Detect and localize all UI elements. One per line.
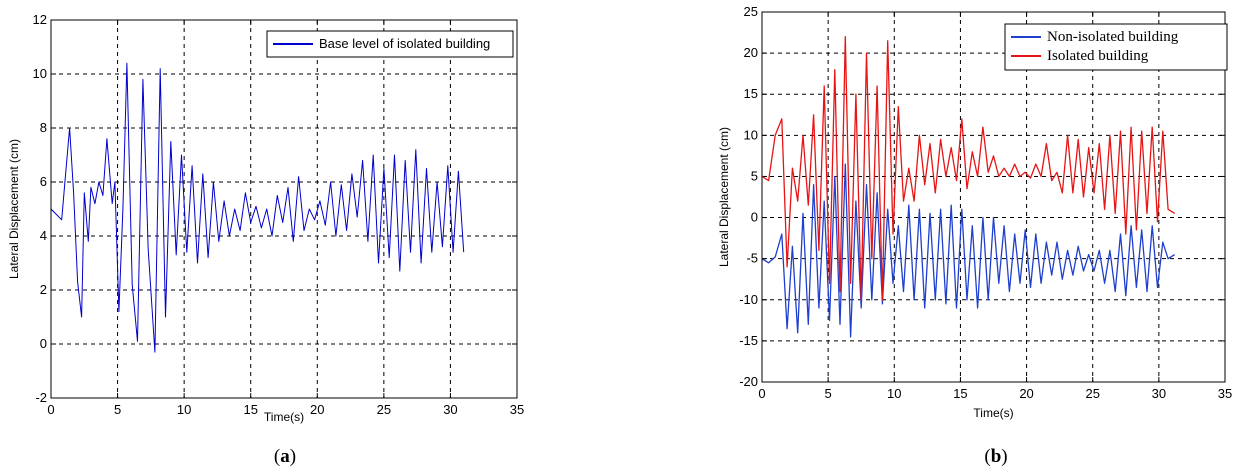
chart-panel-b: 0 5 10 15 20 25 30 35 -20 -15 -10 -5 0 5 10 15 20 25 Non-i… [717, 4, 1232, 467]
y-tick-label: 20 [744, 45, 758, 60]
y-tick-label: 10 [33, 66, 47, 81]
x-tick-label: 10 [177, 402, 191, 417]
x-axis-label: Time(s) [264, 410, 304, 424]
y-tick-label: 6 [40, 174, 47, 189]
y-tick-label: -20 [739, 374, 758, 389]
x-tick-label: 15 [243, 402, 257, 417]
y-tick-label: 2 [40, 282, 47, 297]
y-tick-label: 5 [751, 168, 758, 183]
axes-frame [761, 11, 1226, 383]
y-tick-label: 25 [744, 4, 758, 19]
y-tick-label: 15 [744, 86, 758, 101]
x-tick-label: 0 [758, 386, 765, 401]
legend-box [1004, 23, 1228, 71]
axes-frame [50, 19, 518, 399]
legend-entry: Non-isolated building [1047, 29, 1179, 45]
y-tick-label: 8 [40, 120, 47, 135]
y-tick-label: 10 [744, 127, 758, 142]
series-line-1 [762, 163, 1176, 338]
y-axis-label: Lateral Displacement (cm) [717, 127, 731, 267]
y-tick-label: 12 [33, 12, 47, 27]
x-tick-label: 30 [1152, 386, 1166, 401]
x-tick-label: 25 [1085, 386, 1099, 401]
x-tick-label: 5 [114, 402, 121, 417]
plot-area [51, 20, 517, 398]
x-tick-label: 35 [1218, 386, 1232, 401]
x-tick-label: 20 [310, 402, 324, 417]
x-tick-label: 35 [510, 402, 524, 417]
x-tick-label: 30 [443, 402, 457, 417]
panel-caption: (b) [984, 446, 1007, 467]
x-tick-label: 0 [47, 402, 54, 417]
legend: Base level of isolated building [266, 30, 514, 58]
y-tick-label: 0 [751, 210, 758, 225]
x-tick-label: 5 [825, 386, 832, 401]
x-tick-label: 15 [953, 386, 967, 401]
x-tick-label: 20 [1019, 386, 1033, 401]
series-line-2 [762, 36, 1176, 301]
x-tick-label: 25 [377, 402, 391, 417]
y-tick-label: -2 [35, 390, 47, 405]
series-line-1 [51, 62, 465, 353]
y-axis-label: Lateral Displacement (cm) [7, 139, 21, 279]
y-tick-label: 0 [40, 336, 47, 351]
y-tick-label: -10 [739, 292, 758, 307]
x-axis-label: Time(s) [973, 406, 1013, 420]
y-tick-label: 4 [40, 228, 47, 243]
legend: Non-isolated building Isolated building [1004, 23, 1228, 71]
y-tick-label: -15 [739, 333, 758, 348]
legend-entry: Base level of isolated building [319, 36, 490, 51]
y-tick-label: -5 [746, 251, 758, 266]
x-tick-label: 10 [887, 386, 901, 401]
legend-entry: Isolated building [1047, 48, 1149, 64]
panel-caption: (a) [274, 446, 296, 467]
